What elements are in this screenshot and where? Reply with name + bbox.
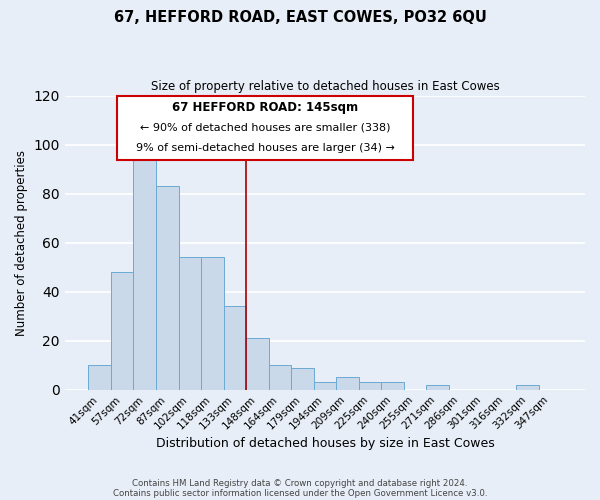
Bar — [179, 258, 201, 390]
Bar — [88, 365, 111, 390]
Bar — [517, 385, 539, 390]
Bar — [156, 186, 179, 390]
Bar — [359, 382, 381, 390]
Bar — [246, 338, 269, 390]
Bar — [381, 382, 404, 390]
Bar — [133, 144, 156, 390]
Bar — [111, 272, 133, 390]
Bar — [224, 306, 246, 390]
Text: 67, HEFFORD ROAD, EAST COWES, PO32 6QU: 67, HEFFORD ROAD, EAST COWES, PO32 6QU — [113, 10, 487, 25]
Text: Contains HM Land Registry data © Crown copyright and database right 2024.: Contains HM Land Registry data © Crown c… — [132, 478, 468, 488]
Title: Size of property relative to detached houses in East Cowes: Size of property relative to detached ho… — [151, 80, 499, 93]
Text: 67 HEFFORD ROAD: 145sqm: 67 HEFFORD ROAD: 145sqm — [172, 102, 358, 114]
Bar — [291, 368, 314, 390]
Bar — [201, 258, 224, 390]
Text: Contains public sector information licensed under the Open Government Licence v3: Contains public sector information licen… — [113, 488, 487, 498]
Bar — [336, 378, 359, 390]
X-axis label: Distribution of detached houses by size in East Cowes: Distribution of detached houses by size … — [155, 437, 494, 450]
Bar — [269, 365, 291, 390]
Y-axis label: Number of detached properties: Number of detached properties — [15, 150, 28, 336]
Bar — [426, 385, 449, 390]
Bar — [314, 382, 336, 390]
Text: 9% of semi-detached houses are larger (34) →: 9% of semi-detached houses are larger (3… — [136, 142, 395, 152]
FancyBboxPatch shape — [117, 96, 413, 160]
Text: ← 90% of detached houses are smaller (338): ← 90% of detached houses are smaller (33… — [140, 122, 391, 132]
